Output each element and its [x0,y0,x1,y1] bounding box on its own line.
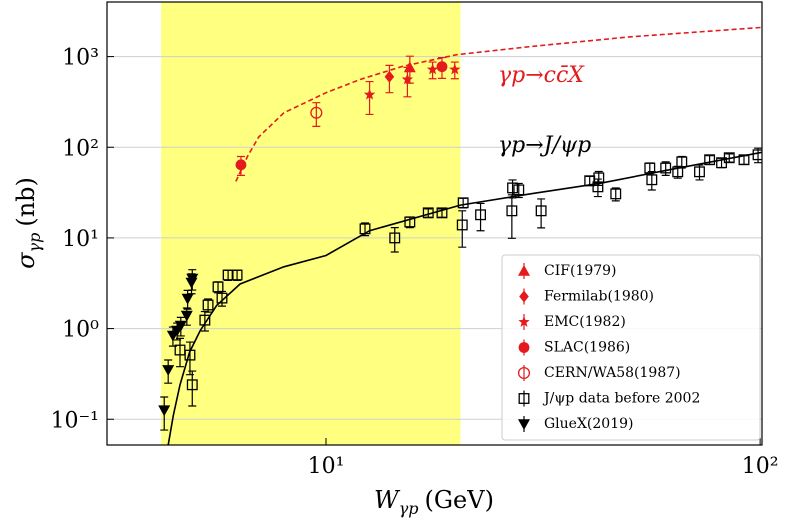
marker [723,152,735,164]
y-label-unit: (nb) [12,177,40,227]
legend-marker [519,290,529,303]
marker [158,405,171,417]
marker [704,154,716,166]
legend-label: Fermilab(1980) [544,289,654,305]
legend-marker [518,393,530,404]
error-bar [188,370,197,407]
legend-marker [518,342,530,353]
legend-marker [518,265,530,276]
y-tick-label: 10² [62,136,99,161]
marker [426,63,439,75]
legend-label: J/ψp data before 2002 [542,391,700,407]
marker [359,223,371,235]
legend-marker [518,419,530,430]
fit-curve [235,26,762,182]
legend: CIF(1979) Fermilab(1980) EMC(1982) SLAC(198… [501,254,761,441]
error-bar [390,226,399,253]
x-label-symbol: W [374,486,401,514]
marker [694,166,705,178]
marker [644,162,656,174]
legend-label: EMC(1982) [544,314,626,330]
marker [162,365,175,376]
marker [180,310,193,322]
marker [401,73,414,85]
y-label-symbol: σ [12,252,40,269]
y-tick-label: 10⁰ [62,318,99,343]
plot-frame [106,1,763,446]
marker [457,197,469,209]
marker [456,219,468,231]
marker [752,149,762,161]
marker [436,207,448,219]
error-bar [458,210,467,248]
error-bar [403,66,412,98]
marker [535,205,547,217]
legend-label: GlueX(2019) [544,416,633,432]
marker [184,349,196,361]
marker [235,159,247,171]
error-bar [537,198,546,229]
marker [363,88,376,100]
marker [404,216,416,228]
marker [389,232,401,244]
annotation: γp→cc̄X [498,63,585,88]
marker [216,292,228,304]
marker [449,63,461,75]
marker [186,379,198,391]
marker [646,174,658,186]
y-tick-label: 10⁻¹ [51,408,99,433]
legend-marker [518,316,530,327]
error-bar [476,202,485,232]
x-label-unit: (GeV) [425,486,494,514]
shaded-region [161,2,461,445]
error-bar [312,102,321,127]
legend-label: CIF(1979) [544,263,617,279]
y-tick-label: 10³ [62,46,99,71]
marker [174,320,187,332]
marker [422,207,434,219]
legend-marker [517,366,531,380]
marker [384,70,395,83]
marker [592,181,604,193]
error-bar [365,80,374,116]
y-axis-label: σγp (nb) [12,177,44,269]
y-tick-label: 10¹ [62,227,99,252]
marker [310,106,323,119]
x-tick-label: 10¹ [308,454,345,479]
error-bar [507,194,516,239]
legend-label: SLAC(1986) [544,340,630,356]
marker [231,269,243,281]
legend-label: CERN/WA58(1987) [544,365,681,381]
fit-curve [167,151,762,445]
x-axis-label: Wγp (GeV) [374,486,494,518]
marker [436,61,448,73]
x-label-subscript: γp [399,499,419,518]
marker [506,205,518,217]
marker [199,314,211,326]
marker [610,188,622,200]
marker [202,299,214,311]
annotation: γp→J/ψp [498,133,591,158]
plot-area [107,2,762,445]
marker [186,273,199,285]
marker [738,154,750,166]
marker [513,184,525,196]
marker [181,293,194,305]
y-label-subscript: γp [25,233,44,253]
marker [660,162,672,174]
marker [676,156,688,168]
marker [475,209,487,221]
marker [507,182,519,194]
x-tick-label: 10² [742,454,779,479]
legend-box [501,254,761,441]
